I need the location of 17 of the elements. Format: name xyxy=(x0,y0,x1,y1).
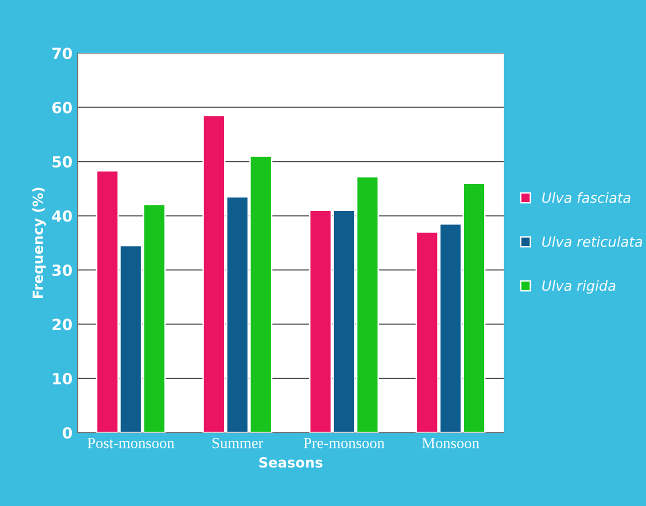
x-tick-label: Pre-monsoon xyxy=(304,438,384,448)
legend-label: Ulva reticulata xyxy=(542,236,642,247)
y-tick-label: 30 xyxy=(52,264,72,276)
x-axis-title: Seasons xyxy=(259,457,322,468)
x-tick-label: Monsoon xyxy=(422,438,480,448)
y-tick-label: 0 xyxy=(62,427,72,439)
legend-label: Ulva fasciata xyxy=(542,192,630,203)
y-tick-label: 40 xyxy=(52,210,72,222)
legend-label: Ulva rigida xyxy=(542,280,616,294)
y-tick-label: 20 xyxy=(52,318,72,330)
y-tick-label: 60 xyxy=(52,102,72,114)
y-tick-label: 10 xyxy=(53,372,72,384)
y-tick-label: 70 xyxy=(52,48,72,60)
y-tick-label: 50 xyxy=(52,156,72,168)
y-axis-title: Frequency (%) xyxy=(32,188,46,298)
x-tick-label: Summer xyxy=(212,438,264,448)
x-tick-label: Post-monsoon xyxy=(88,438,174,448)
